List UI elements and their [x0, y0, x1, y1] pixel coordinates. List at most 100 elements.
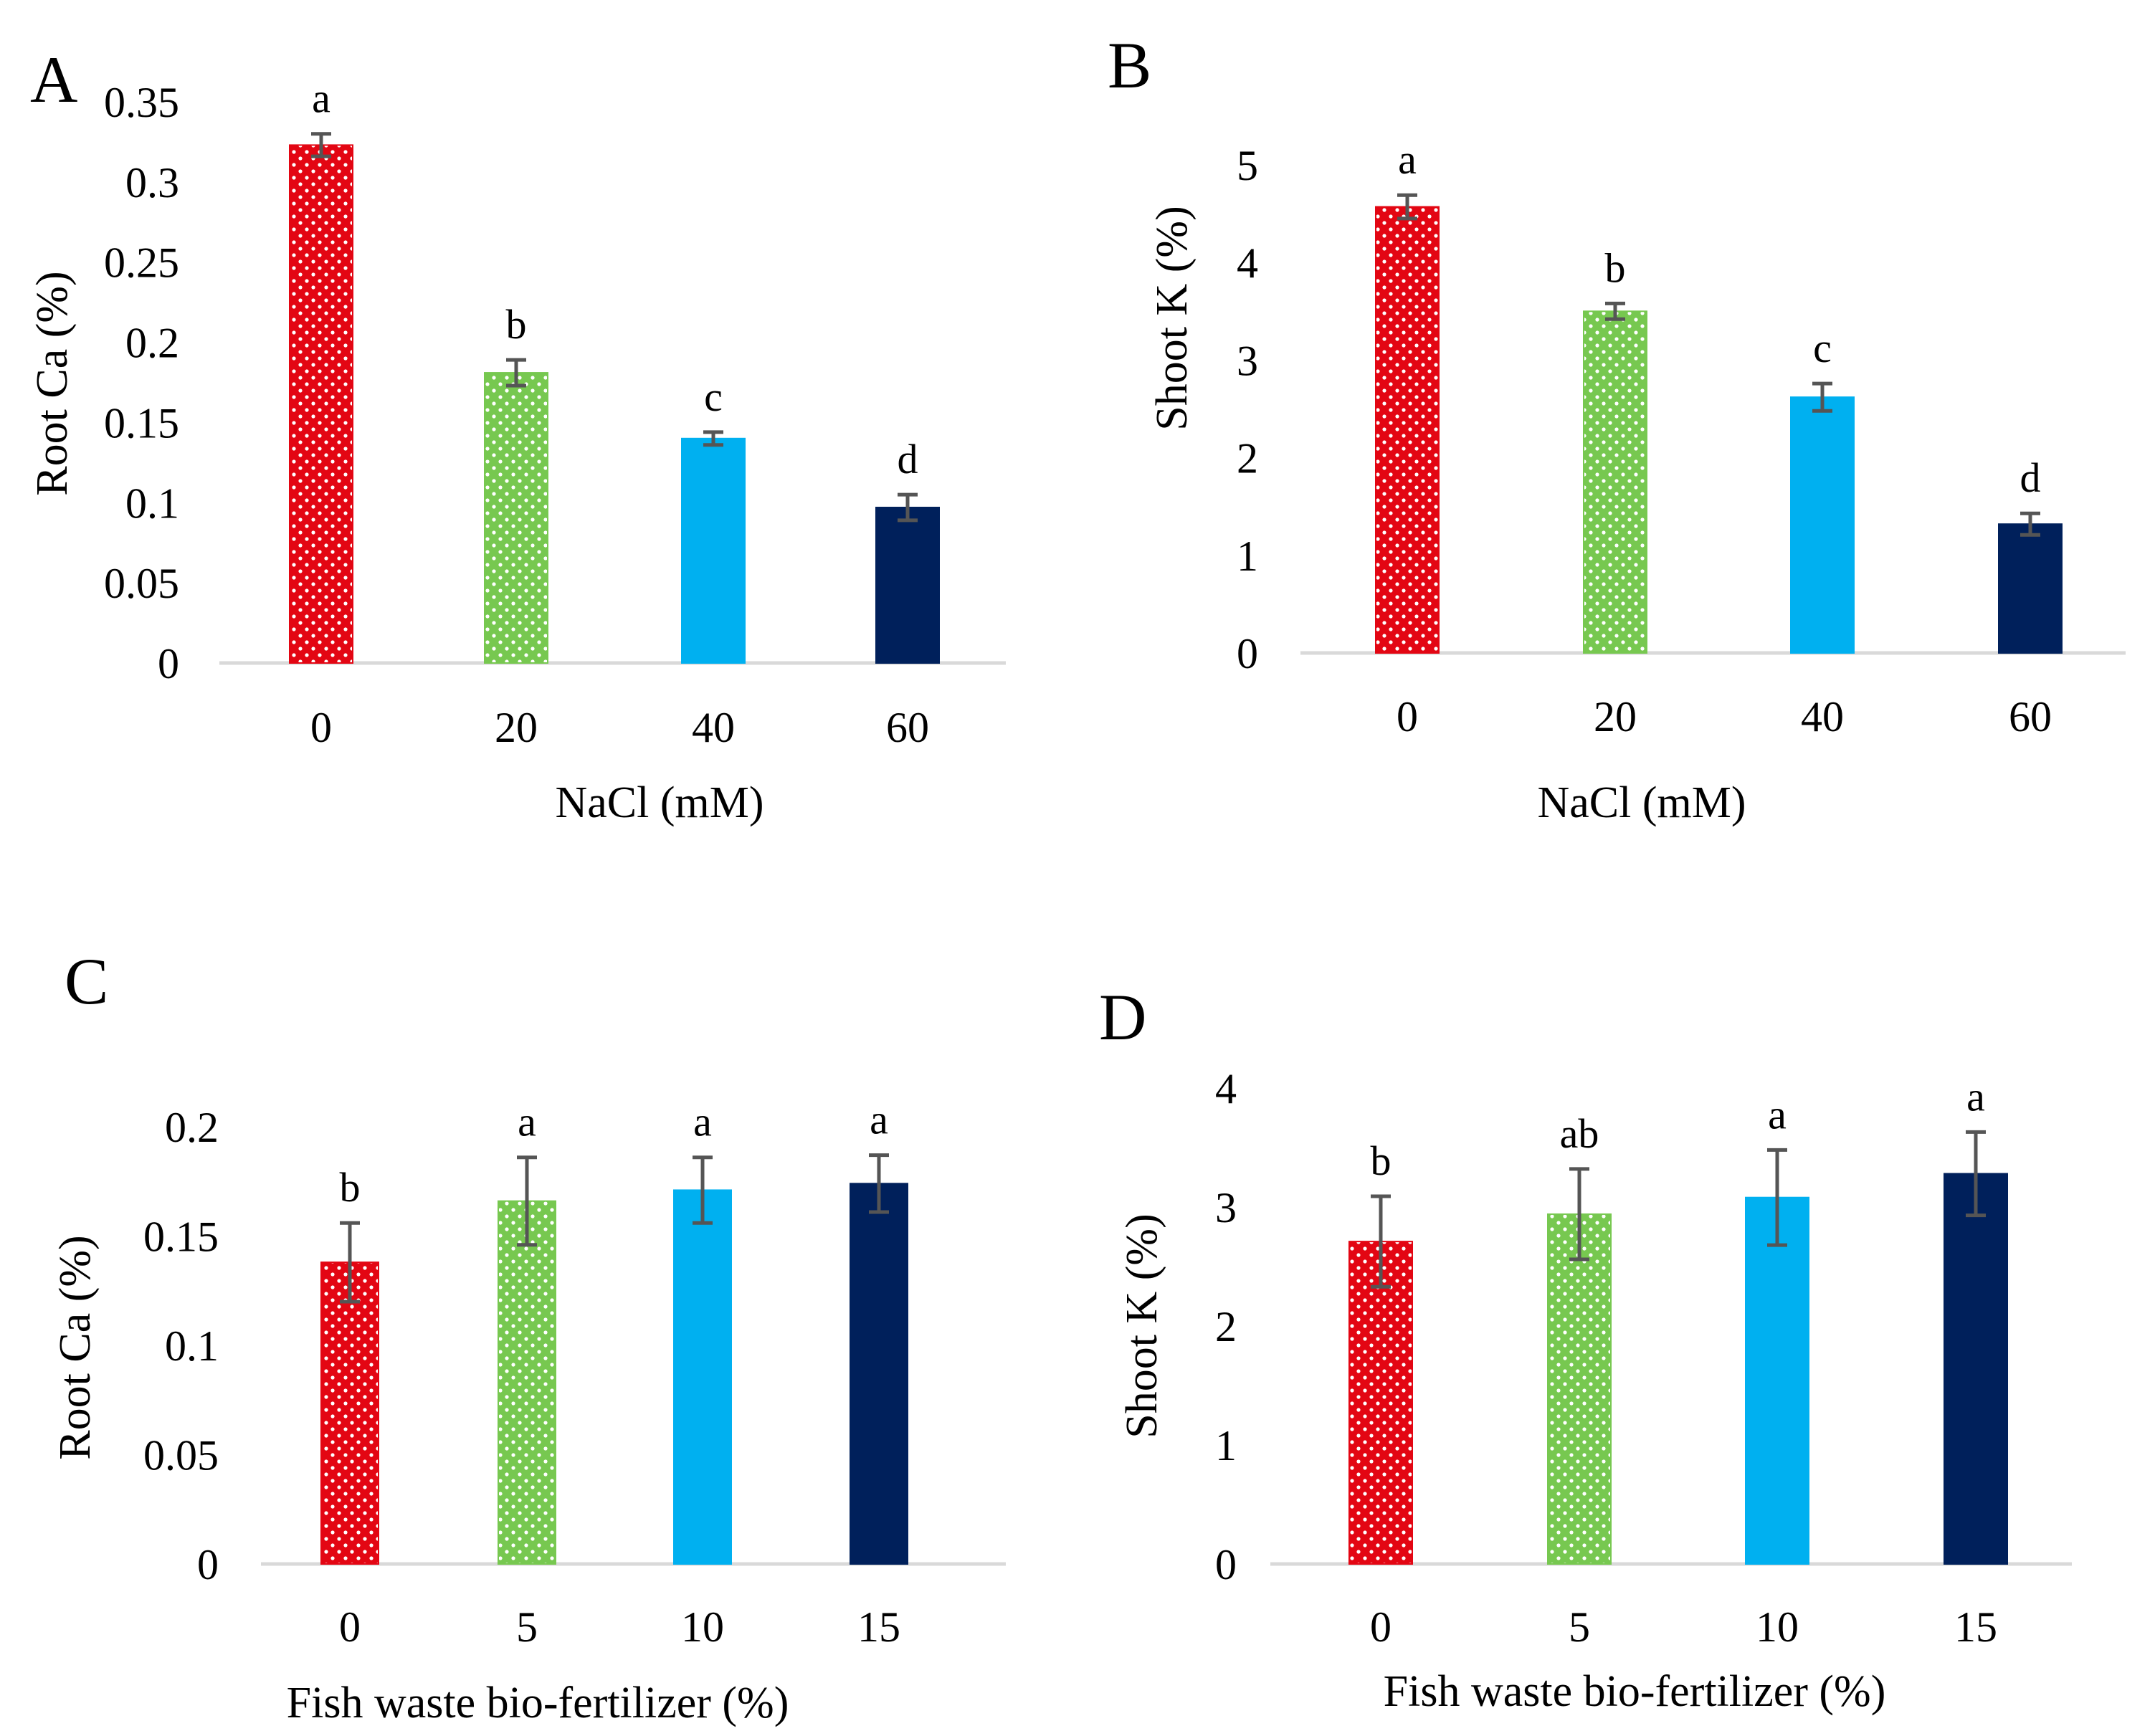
x-tick-label: 0 — [310, 704, 332, 751]
y-axis-ticks: 0 0.05 0.1 0.15 0.2 0.25 0.3 0.35 — [104, 79, 179, 687]
error-bar — [703, 430, 723, 447]
error-bar — [869, 1153, 889, 1214]
significance-label: b — [340, 1164, 361, 1211]
x-tick-label: 0 — [1397, 693, 1418, 740]
significance-label: a — [312, 75, 330, 122]
y-tick-label: 0 — [1237, 630, 1258, 677]
panel-label-d: D — [1099, 981, 1146, 1054]
y-tick-label: 0 — [1215, 1541, 1237, 1588]
bar-0 — [289, 144, 353, 664]
y-axis-ticks: 0 1 2 3 4 — [1215, 1065, 1237, 1588]
y-tick-label: 3 — [1215, 1184, 1237, 1231]
x-tick-label: 10 — [1756, 1603, 1799, 1651]
error-bar — [517, 1155, 537, 1247]
x-tick-label: 5 — [1569, 1603, 1590, 1651]
y-axis-title: Shoot K (%) — [1148, 206, 1197, 430]
error-bar — [340, 1221, 360, 1304]
x-axis-ticks: 0 5 10 15 — [1370, 1603, 1997, 1651]
x-tick-label: 40 — [692, 704, 735, 751]
x-axis-title: Fish waste bio-fertilizer (%) — [287, 1679, 789, 1727]
y-tick-label: 0.05 — [104, 560, 179, 607]
error-bar — [693, 1155, 713, 1225]
significance-label: a — [870, 1097, 888, 1143]
bar-15 — [1944, 1173, 2008, 1565]
bar-0 — [1375, 206, 1440, 654]
significance-label: c — [1813, 325, 1832, 371]
significance-label: b — [1605, 244, 1626, 291]
y-tick-label: 2 — [1237, 435, 1258, 482]
x-tick-label: 60 — [2009, 693, 2052, 740]
y-tick-label: 4 — [1237, 239, 1258, 287]
x-tick-label: 0 — [339, 1603, 361, 1651]
bar-60 — [1998, 523, 2063, 654]
significance-label: a — [1398, 136, 1417, 183]
x-axis-ticks: 0 5 10 15 — [339, 1603, 900, 1651]
x-tick-label: 20 — [1594, 693, 1637, 740]
y-tick-label: 4 — [1215, 1065, 1237, 1112]
y-tick-label: 1 — [1215, 1422, 1237, 1469]
x-axis-ticks: 0 20 40 60 — [1397, 693, 2052, 740]
bar-5 — [1547, 1213, 1612, 1565]
y-tick-label: 0.05 — [143, 1432, 219, 1479]
y-axis-ticks: 0 0.05 0.1 0.15 0.2 — [143, 1104, 219, 1588]
y-tick-label: 1 — [1237, 533, 1258, 580]
y-tick-label: 0.1 — [165, 1322, 219, 1370]
x-tick-label: 20 — [495, 704, 538, 751]
error-bar — [898, 492, 918, 523]
y-axis-ticks: 0 1 2 3 4 5 — [1237, 142, 1258, 677]
x-axis-title: Fish waste bio-fertilizer (%) — [1384, 1667, 1886, 1716]
x-tick-label: 5 — [516, 1603, 538, 1651]
significance-label: b — [1371, 1138, 1392, 1184]
error-bar — [311, 132, 331, 158]
bars: a b c d — [1375, 136, 2063, 654]
y-tick-label: 0.3 — [125, 159, 179, 206]
significance-label: c — [704, 373, 723, 420]
y-tick-label: 0.25 — [104, 239, 179, 287]
y-axis-title: Root Ca (%) — [51, 1235, 100, 1459]
bars: b a a a — [320, 1097, 908, 1565]
y-tick-label: 0.15 — [104, 399, 179, 447]
y-tick-label: 0.35 — [104, 79, 179, 126]
error-bar — [1371, 1194, 1391, 1289]
bar-10 — [1745, 1196, 1809, 1565]
significance-label: d — [2020, 454, 2041, 501]
bar-5 — [498, 1200, 556, 1565]
panel-label-a: A — [30, 43, 77, 116]
x-tick-label: 10 — [681, 1603, 724, 1651]
error-bar — [1767, 1148, 1787, 1247]
error-bar — [506, 358, 526, 388]
bar-40 — [1790, 396, 1855, 654]
bars: a b c d — [289, 75, 940, 664]
y-tick-label: 0.15 — [143, 1213, 219, 1261]
significance-label: a — [518, 1099, 536, 1145]
y-tick-label: 0.2 — [125, 320, 179, 367]
error-bar — [1812, 381, 1832, 413]
panel-label-c: C — [65, 945, 108, 1018]
panel-c-root-ca-fish-waste: C 0 0.05 0.1 0.15 0.2 Root Ca (%) b a a a 0 5 10 1… — [51, 945, 1006, 1727]
panel-d-shoot-k-fish-waste: D 0 1 2 3 4 Shoot K (%) b ab a a 0 5 10 15 Fish wa… — [1099, 981, 2072, 1716]
bar-0 — [320, 1262, 379, 1565]
y-tick-label: 0.2 — [165, 1104, 219, 1151]
bar-20 — [1583, 310, 1647, 654]
x-tick-label: 0 — [1370, 1603, 1392, 1651]
y-tick-label: 3 — [1237, 337, 1258, 384]
bar-20 — [484, 372, 548, 664]
bar-40 — [681, 437, 746, 664]
panel-b-shoot-k-nacl: B 0 1 2 3 4 5 Shoot K (%) a b c d 0 20 40 60 NaCl (… — [1108, 29, 2126, 827]
y-tick-label: 2 — [1215, 1303, 1237, 1350]
panel-a-root-ca-nacl: A 0 0.05 0.1 0.15 0.2 0.25 0.3 0.35 Root Ca (%)… — [28, 43, 1006, 827]
significance-label: a — [1768, 1091, 1787, 1138]
x-tick-label: 40 — [1801, 693, 1844, 740]
bar-15 — [850, 1183, 908, 1565]
error-bar — [1397, 193, 1417, 221]
significance-label: ab — [1560, 1110, 1599, 1157]
bar-0 — [1348, 1241, 1413, 1565]
significance-label: d — [898, 436, 918, 482]
bars: b ab a a — [1348, 1073, 2008, 1565]
error-bar — [1966, 1130, 1986, 1218]
x-tick-label: 15 — [1954, 1603, 1997, 1651]
y-tick-label: 0.1 — [125, 480, 179, 527]
x-axis-title: NaCl (mM) — [1537, 778, 1746, 827]
error-bar — [1605, 301, 1625, 321]
